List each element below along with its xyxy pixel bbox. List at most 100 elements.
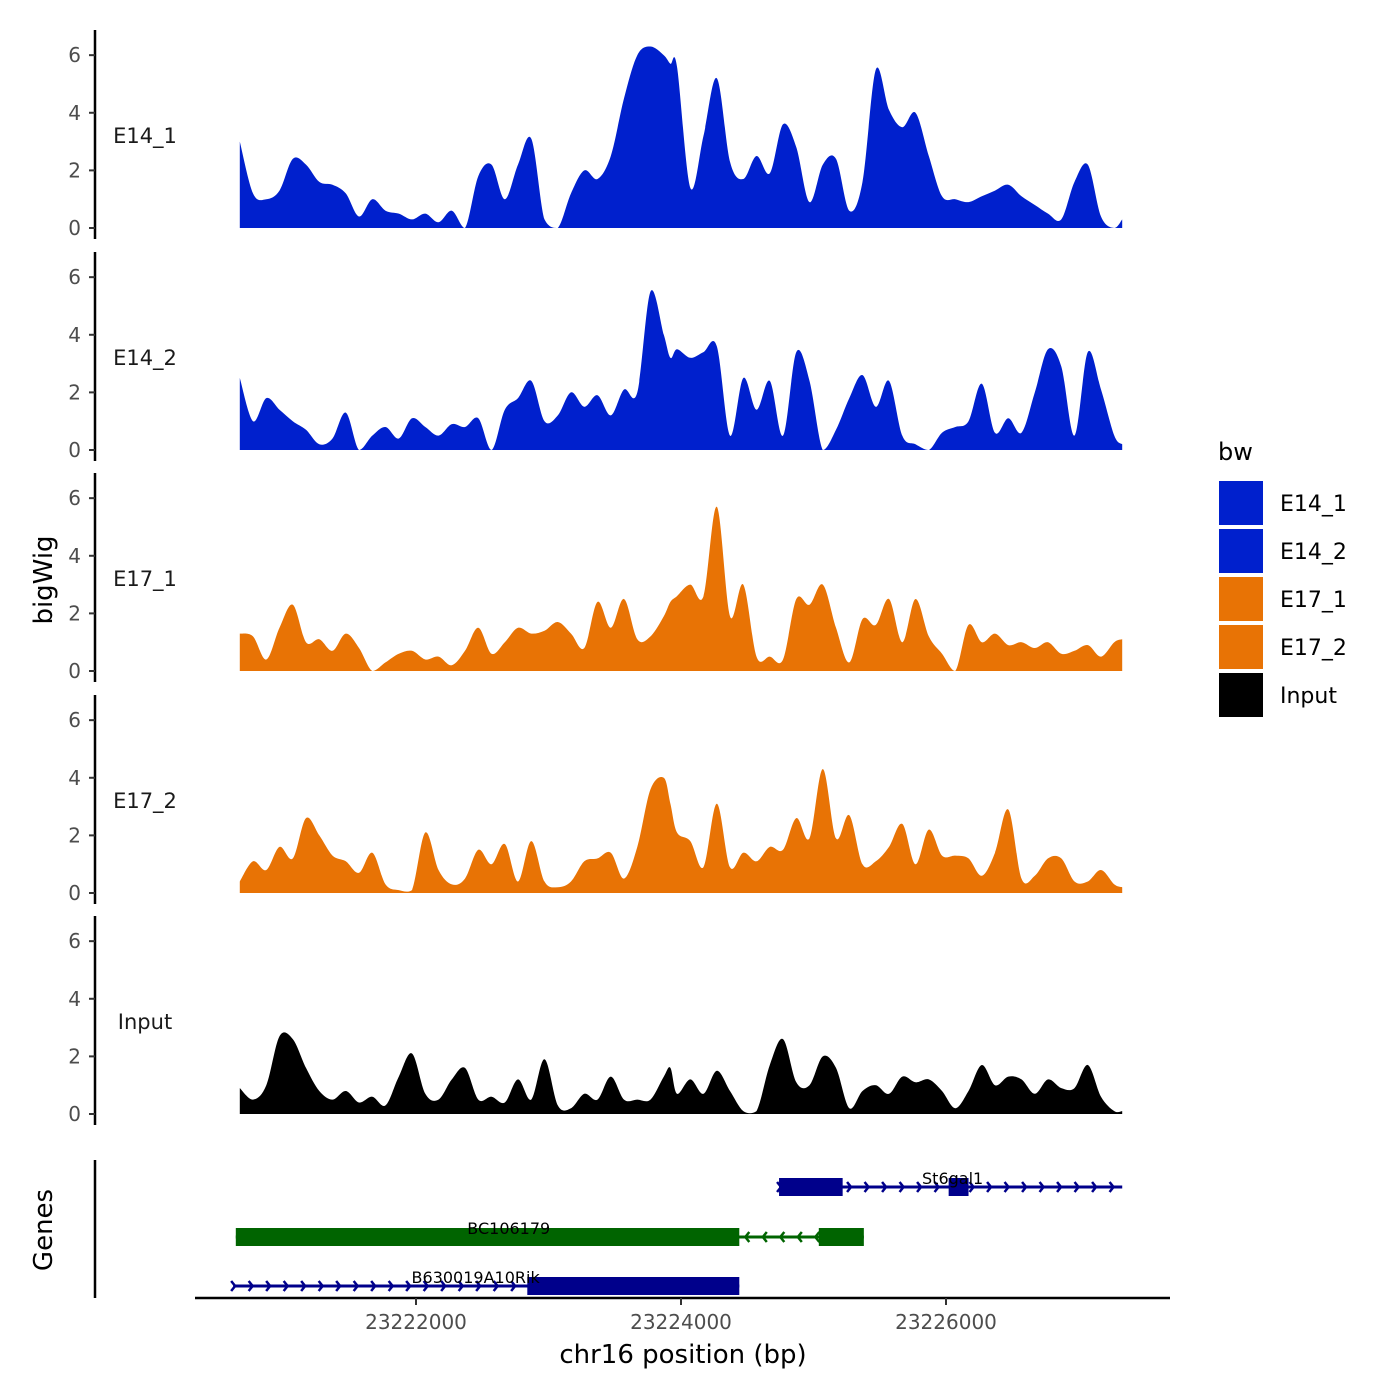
strand-chevron bbox=[282, 1280, 290, 1292]
strand-chevron bbox=[387, 1280, 395, 1292]
y-tick-label: 4 bbox=[68, 101, 81, 125]
strand-chevron bbox=[405, 1280, 412, 1292]
track-E17_2: 0 2 4 6 E17_2 bbox=[68, 695, 1123, 905]
strand-chevron bbox=[1038, 1181, 1046, 1193]
y-tick-label: 4 bbox=[68, 766, 81, 790]
gene-exon bbox=[818, 1228, 864, 1246]
strand-chevron bbox=[492, 1280, 500, 1292]
strand-chevron bbox=[761, 1231, 768, 1243]
gene-label: St6gal1 bbox=[922, 1169, 983, 1188]
y-tick-label: 6 bbox=[68, 929, 81, 953]
strand-chevron bbox=[881, 1181, 888, 1193]
y-tick-label: 0 bbox=[68, 216, 81, 240]
signal-area-E14_2 bbox=[239, 290, 1123, 450]
strand-chevron bbox=[743, 1231, 751, 1243]
y-tick-label: 4 bbox=[68, 323, 81, 347]
strand-chevron bbox=[1073, 1181, 1081, 1193]
track-label-E17_2: E17_2 bbox=[113, 789, 177, 814]
legend-label-E17_2: E17_2 bbox=[1280, 636, 1347, 661]
y-tick-label: 2 bbox=[68, 823, 81, 847]
y-tick-label: 2 bbox=[68, 1044, 81, 1068]
y-tick-label: 2 bbox=[68, 380, 81, 404]
gene-exon bbox=[235, 1228, 740, 1246]
gene-exon bbox=[948, 1178, 969, 1196]
gene-B630019A10Rik: B630019A10Rik bbox=[230, 1268, 740, 1295]
strand-chevron bbox=[247, 1280, 255, 1292]
strand-chevron bbox=[986, 1181, 993, 1193]
strand-chevron bbox=[335, 1280, 342, 1292]
gene-exon bbox=[779, 1178, 843, 1196]
x-axis-title: chr16 position (bp) bbox=[559, 1340, 806, 1370]
y-tick-label: 6 bbox=[68, 43, 81, 67]
y-tick-label: 2 bbox=[68, 158, 81, 182]
strand-chevron bbox=[1091, 1181, 1098, 1193]
y-tick-label: 6 bbox=[68, 486, 81, 510]
y-axis-title: bigWig bbox=[29, 535, 59, 624]
strand-chevron bbox=[510, 1280, 517, 1292]
legend-label-Input: Input bbox=[1280, 684, 1337, 709]
y-tick-label: 4 bbox=[68, 544, 81, 568]
strand-chevron bbox=[863, 1181, 871, 1193]
strand-chevron bbox=[1056, 1181, 1063, 1193]
gene-label: BC106179 bbox=[467, 1219, 550, 1238]
legend-swatch-Input bbox=[1219, 673, 1263, 717]
strand-chevron bbox=[968, 1181, 976, 1193]
strand-chevron bbox=[352, 1280, 360, 1292]
signal-area-E17_2 bbox=[239, 769, 1123, 893]
gene-track: St6gal1 BC106179 B630019A10Rik bbox=[93, 1160, 1123, 1298]
track-label-E17_1: E17_1 bbox=[113, 567, 177, 592]
x-tick-label: 23222000 bbox=[365, 1310, 467, 1334]
y-tick-label: 0 bbox=[68, 1102, 81, 1126]
strand-chevron bbox=[933, 1181, 941, 1193]
signal-area-Input bbox=[239, 1032, 1123, 1114]
strand-chevron bbox=[422, 1280, 430, 1292]
y-tick-label: 2 bbox=[68, 601, 81, 625]
legend-label-E14_2: E14_2 bbox=[1280, 540, 1347, 565]
gene-label: B630019A10Rik bbox=[412, 1268, 541, 1287]
track-Input: 0 2 4 6 Input bbox=[68, 916, 1123, 1126]
legend: bw E14_1 E14_2 E17_1 E17_2 Input bbox=[1218, 438, 1347, 717]
track-label-E14_1: E14_1 bbox=[113, 124, 177, 149]
x-tick-label: 23224000 bbox=[630, 1310, 732, 1334]
gene-exon bbox=[527, 1277, 740, 1295]
track-label-E14_2: E14_2 bbox=[113, 346, 177, 371]
strand-chevron bbox=[230, 1280, 237, 1292]
track-E17_1: 0 2 4 6 E17_1 bbox=[68, 473, 1123, 683]
strand-chevron bbox=[265, 1280, 272, 1292]
track-label-Input: Input bbox=[118, 1010, 172, 1034]
strand-chevron bbox=[440, 1280, 447, 1292]
signal-area-E17_1 bbox=[239, 506, 1123, 671]
strand-chevron bbox=[898, 1181, 906, 1193]
track-E14_1: 0 2 4 6 E14_1 bbox=[68, 30, 1123, 240]
x-axis: 23222000 23224000 23226000 bbox=[195, 1296, 1170, 1334]
strand-chevron bbox=[813, 1231, 821, 1243]
strand-chevron bbox=[846, 1181, 853, 1193]
y-tick-label: 0 bbox=[68, 659, 81, 683]
strand-chevron bbox=[370, 1280, 377, 1292]
legend-swatch-E14_1 bbox=[1219, 481, 1263, 525]
legend-label-E14_1: E14_1 bbox=[1280, 492, 1347, 517]
y-tick-label: 6 bbox=[68, 708, 81, 732]
y-tick-label: 4 bbox=[68, 987, 81, 1011]
signal-tracks: 0 2 4 6 E14_1 0 2 4 6 E14_2 0 2 4 6 E17_1 0 2 4 6 E17_2 0 2 4 6… bbox=[68, 30, 1123, 1126]
signal-area-E14_1 bbox=[239, 46, 1123, 228]
legend-swatch-E14_2 bbox=[1219, 529, 1263, 573]
strand-chevron bbox=[317, 1280, 325, 1292]
gene-St6gal1: St6gal1 bbox=[776, 1169, 1123, 1196]
strand-chevron bbox=[916, 1181, 923, 1193]
legend-swatch-E17_1 bbox=[1219, 577, 1263, 621]
strand-chevron bbox=[300, 1280, 307, 1292]
strand-chevron bbox=[796, 1231, 803, 1243]
y-tick-label: 0 bbox=[68, 438, 81, 462]
legend-swatch-E17_2 bbox=[1219, 625, 1263, 669]
strand-chevron bbox=[1021, 1181, 1028, 1193]
strand-chevron bbox=[475, 1280, 482, 1292]
legend-title: bw bbox=[1218, 438, 1253, 466]
strand-chevron bbox=[457, 1280, 465, 1292]
strand-chevron bbox=[1003, 1181, 1011, 1193]
legend-entries: E14_1 E14_2 E17_1 E17_2 Input bbox=[1219, 481, 1347, 717]
x-tick-label: 23226000 bbox=[895, 1310, 997, 1334]
strand-chevron bbox=[1108, 1181, 1116, 1193]
y-tick-label: 0 bbox=[68, 881, 81, 905]
